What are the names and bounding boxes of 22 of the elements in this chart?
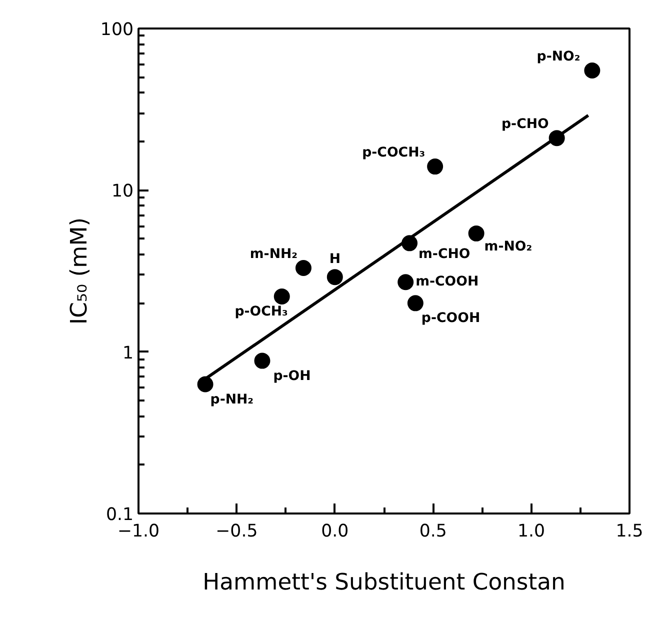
- annotation: m-NH₂: [250, 247, 298, 262]
- annotation: m-NO₂: [484, 239, 532, 254]
- annotation: H: [329, 252, 340, 268]
- y-tick-label: 100: [100, 20, 134, 40]
- x-tick-label: 0.0: [321, 522, 349, 542]
- y-tick-label: 10: [111, 182, 134, 202]
- x-axis-title: Hammett's Substituent Constan: [202, 570, 566, 596]
- annotation: m-CHO: [418, 247, 470, 262]
- annotation: p-OCH₃: [234, 304, 288, 320]
- x-tick-label: 1.0: [518, 522, 546, 542]
- y-axis-title: IC₅₀ (mM): [66, 217, 92, 325]
- x-tick-label: 0.5: [419, 522, 447, 542]
- annotation: p-OH: [273, 368, 311, 384]
- annotation: p-NO₂: [536, 49, 580, 64]
- annotation: p-CHO: [501, 117, 549, 132]
- annotation: p-COCH₃: [362, 146, 426, 161]
- annotation: m-COOH: [416, 274, 479, 290]
- x-tick-label: −0.5: [216, 522, 258, 542]
- y-tick-label: 1: [122, 343, 134, 364]
- x-tick-label: 1.5: [616, 522, 644, 542]
- annotation: p-NH₂: [210, 392, 254, 408]
- annotation: p-COOH: [421, 311, 480, 326]
